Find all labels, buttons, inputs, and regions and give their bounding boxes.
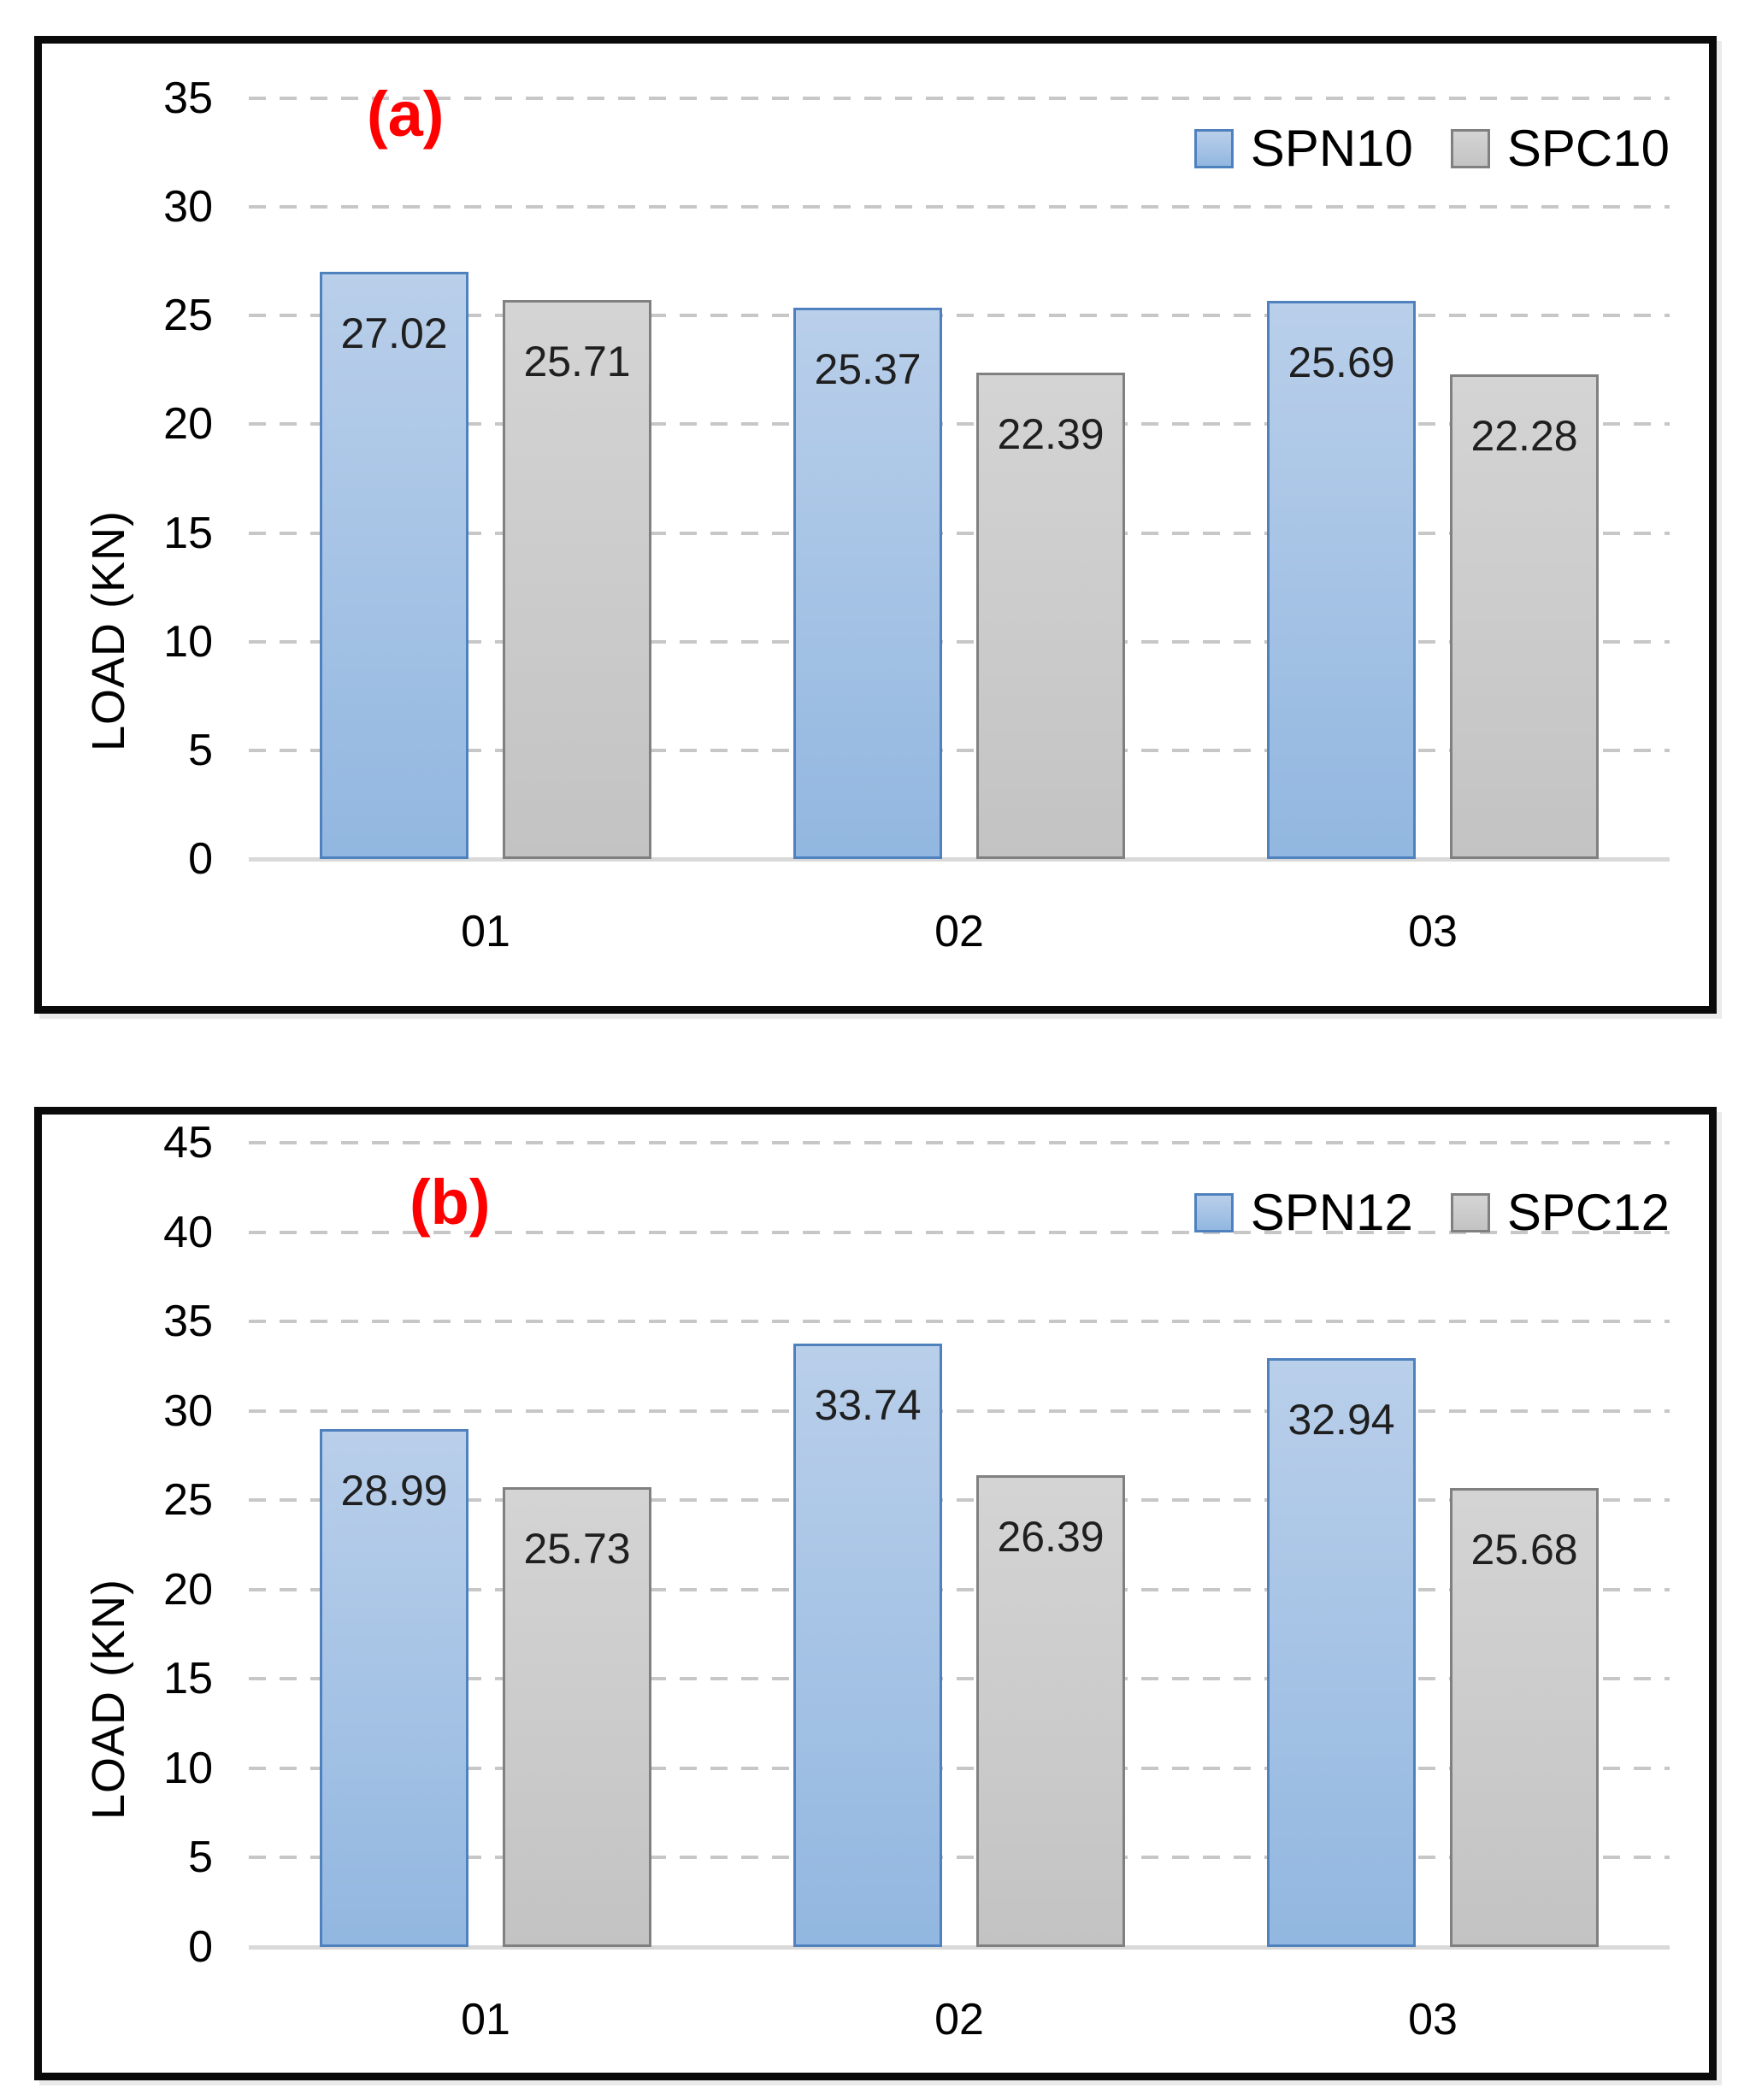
bar-value-label-SPC12-03: 25.68 [1470,1526,1578,1574]
gridline-35 [249,1320,1670,1324]
y-tick-label-20: 20 [163,399,213,450]
gridline-15 [249,1677,1670,1681]
x-tick-label-02: 02 [934,907,984,956]
bar-value-label-SPC12-01: 25.73 [523,1525,631,1573]
bar-value-label-SPC10-02: 22.39 [997,410,1105,458]
bar-value-label-SPN10-01: 27.02 [340,309,448,357]
bar-group-01: 28.99 25.73 [320,1115,651,1947]
bar-SPC10-02: 22.39 [976,373,1125,859]
bar-SPN12-03: 32.94 [1267,1358,1416,1947]
gridline-40 [249,1230,1670,1234]
bar-SPN12-02: 33.74 [793,1344,942,1947]
x-tick-label-02: 02 [934,1995,984,2044]
bar-SPC10-03: 22.28 [1450,374,1599,859]
legend-item-SPC12: SPC12 [1450,1183,1670,1242]
y-tick-label-15: 15 [163,508,213,558]
bar-value-label-SPN12-01: 28.99 [340,1467,448,1515]
legend-label-SPN12: SPN12 [1250,1184,1413,1241]
bar-SPN10-02: 25.37 [793,308,942,859]
y-tick-label-15: 15 [163,1654,213,1704]
bar-SPN10-03: 25.69 [1267,301,1416,859]
y-tick-label-5: 5 [188,725,213,775]
panel-tag-b: (b) [410,1167,491,1238]
bar-SPC12-03: 25.68 [1450,1488,1599,1947]
gridline-25 [249,314,1670,318]
legend-label-SPC12: SPC12 [1506,1184,1670,1241]
chart-panel-b: LOAD (KN) 45 40 35 30 25 20 15 10 5 0 28.99 25.73 01 3… [34,1107,1717,2080]
gridline-30 [249,1409,1670,1413]
x-tick-label-03: 03 [1408,907,1458,956]
legend-item-SPN12: SPN12 [1193,1183,1413,1242]
gridline-5 [249,1856,1670,1860]
gridline-25 [249,1498,1670,1503]
gridline-5 [249,748,1670,752]
bar-group-03: 32.94 25.68 [1267,1115,1599,1947]
legend-swatch-SPN10 [1193,128,1234,168]
x-tick-label-03: 03 [1408,1995,1458,2044]
bar-value-label-SPC10-01: 25.71 [523,338,631,385]
gridline-20 [249,1587,1670,1591]
x-tick-label-01: 01 [461,907,510,956]
bar-value-label-SPN12-02: 33.74 [814,1381,922,1429]
bar-value-label-SPN10-03: 25.69 [1287,338,1395,386]
bar-SPN12-01: 28.99 [320,1429,468,1947]
legend-swatch-SPC12 [1450,1192,1490,1232]
y-tick-label-10: 10 [163,616,213,667]
bar-SPC10-01: 25.71 [503,300,651,859]
panel-tag-a: (a) [367,79,445,150]
bar-group-01: 27.02 25.71 [320,44,651,859]
legend-swatch-SPC10 [1450,128,1490,168]
x-axis-zero-line [249,1945,1670,1950]
bar-value-label-SPN12-03: 32.94 [1287,1396,1395,1444]
legend-swatch-SPN12 [1193,1192,1234,1232]
bar-group-02: 25.37 22.39 [793,44,1125,859]
bar-SPN10-01: 27.02 [320,272,468,859]
y-tick-label-25: 25 [163,291,213,341]
gridline-20 [249,422,1670,426]
bar-value-label-SPC12-02: 26.39 [997,1513,1105,1561]
x-tick-label-01: 01 [461,1995,510,2044]
gridline-35 [249,96,1670,100]
y-tick-label-5: 5 [188,1832,213,1883]
legend-label-SPC10: SPC10 [1506,120,1670,177]
y-tick-label-30: 30 [163,182,213,232]
y-tick-label-0: 0 [188,834,213,884]
bar-group-03: 25.69 22.28 [1267,44,1599,859]
y-tick-label-35: 35 [163,1297,213,1347]
bar-value-label-SPC10-03: 22.28 [1470,412,1578,460]
gridline-10 [249,1766,1670,1770]
gridline-15 [249,531,1670,535]
bar-SPC12-02: 26.39 [976,1475,1125,1947]
y-tick-label-25: 25 [163,1475,213,1526]
legend-item-SPC10: SPC10 [1450,119,1670,178]
legend: SPN12 SPC12 [1193,1183,1670,1242]
y-tick-label-35: 35 [163,73,213,123]
x-axis-zero-line [249,857,1670,862]
gridline-45 [249,1141,1670,1144]
bar-group-02: 33.74 26.39 [793,1115,1125,1947]
y-tick-label-30: 30 [163,1385,213,1436]
legend-item-SPN10: SPN10 [1193,119,1413,178]
chart-panel-a: LOAD (KN) 35 30 25 20 15 10 5 0 27.02 25.71 01 25.37… [34,36,1717,1014]
y-tick-label-10: 10 [163,1743,213,1793]
gridline-10 [249,639,1670,644]
y-tick-label-45: 45 [163,1118,213,1168]
y-tick-label-0: 0 [188,1922,213,1972]
bar-SPC12-01: 25.73 [503,1487,651,1947]
legend-label-SPN10: SPN10 [1250,120,1413,177]
gridline-30 [249,205,1670,209]
y-tick-label-20: 20 [163,1564,213,1615]
y-tick-label-40: 40 [163,1207,213,1257]
legend: SPN10 SPC10 [1193,119,1670,178]
bar-value-label-SPN10-02: 25.37 [814,345,922,393]
